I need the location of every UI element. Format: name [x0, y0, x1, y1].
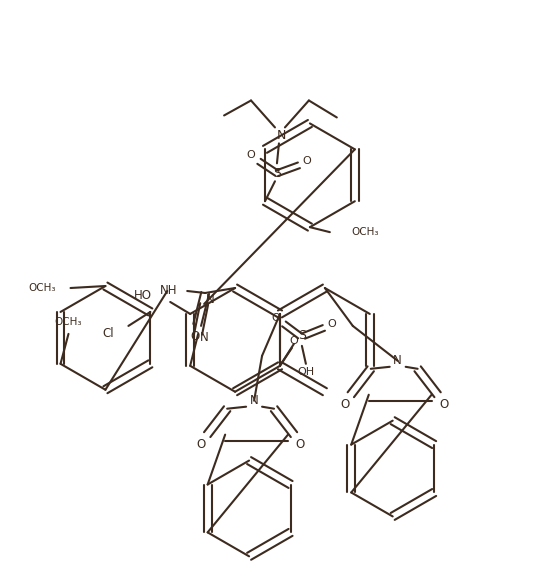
Text: N: N	[276, 129, 286, 142]
Text: O: O	[340, 398, 350, 411]
Text: OCH₃: OCH₃	[55, 317, 82, 327]
Text: S: S	[273, 167, 281, 180]
Text: N: N	[393, 354, 402, 367]
Text: N: N	[250, 394, 259, 407]
Text: N: N	[200, 331, 208, 345]
Text: Cl: Cl	[103, 327, 114, 340]
Text: O: O	[328, 319, 336, 329]
Text: HO: HO	[134, 289, 152, 303]
Text: O: O	[196, 438, 206, 451]
Text: N: N	[206, 293, 214, 306]
Text: S: S	[298, 329, 306, 342]
Text: NH: NH	[160, 285, 177, 298]
Text: OCH₃: OCH₃	[352, 227, 379, 237]
Text: OCH₃: OCH₃	[28, 283, 56, 293]
Text: O: O	[190, 331, 200, 343]
Text: O: O	[247, 150, 255, 160]
Text: OH: OH	[298, 367, 315, 377]
Text: O: O	[289, 336, 298, 346]
Text: O: O	[439, 398, 448, 411]
Text: O: O	[295, 438, 305, 451]
Text: O: O	[302, 157, 311, 166]
Text: O: O	[271, 313, 280, 323]
